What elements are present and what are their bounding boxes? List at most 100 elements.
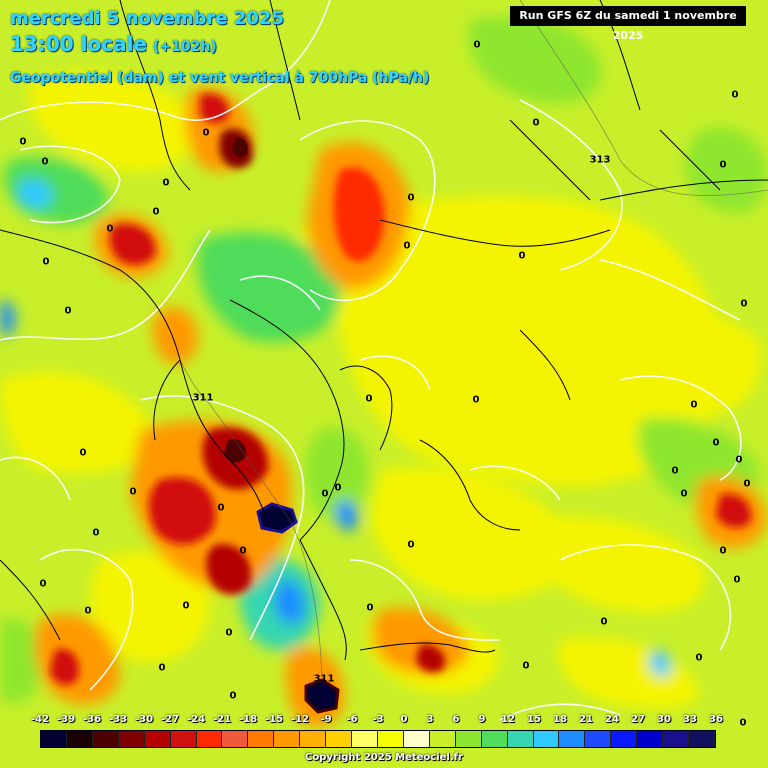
legend-swatch	[66, 731, 93, 747]
legend-swatch	[403, 731, 430, 747]
contour-label: 0	[407, 539, 415, 551]
legend-swatch	[92, 731, 119, 747]
contour-label: 0	[600, 616, 608, 628]
contour-label: 0	[365, 393, 373, 405]
contour-label: 0	[739, 717, 747, 729]
legend-tick-label: -36	[82, 714, 102, 725]
legend-tick-label: -27	[160, 714, 180, 725]
legend-tick-label: -21	[212, 714, 232, 725]
legend-color-bar	[40, 730, 716, 748]
legend-swatch	[559, 731, 586, 747]
contour-label: 0	[202, 127, 210, 139]
legend-tick-label: -24	[186, 714, 206, 725]
legend-tick-label: 30	[657, 714, 671, 725]
color-scale-legend: -42 -39 -36 -33 -30 -27 -24 -21 -18 -15 -12 -9 -6 -3 0…	[31, 714, 723, 750]
contour-label: 0	[473, 39, 481, 51]
contour-label: 0	[334, 482, 342, 494]
legend-tick-label: 9	[478, 714, 486, 725]
contour-label: 0	[522, 660, 530, 672]
legend-swatch	[170, 731, 197, 747]
legend-tick-label: -15	[264, 714, 284, 725]
legend-tick-label: 3	[426, 714, 434, 725]
contour-label: 0	[321, 488, 329, 500]
contour-label: 0	[182, 600, 190, 612]
contour-label: 311	[313, 673, 335, 685]
legend-swatch	[429, 731, 456, 747]
legend-swatch	[663, 731, 690, 747]
contour-label: 0	[162, 177, 170, 189]
contour-label: 0	[239, 545, 247, 557]
ascent-core-north	[232, 137, 248, 157]
legend-tick-label: -33	[108, 714, 128, 725]
contour-label: 0	[680, 488, 688, 500]
copyright-notice: Copyright 2025 Meteociel.fr	[305, 752, 463, 763]
legend-tick-label: -6	[346, 714, 358, 725]
extreme-ascent-core	[256, 502, 298, 534]
legend-swatch	[118, 731, 145, 747]
model-run-info: Run GFS 6Z du samedi 1 novembre 2025	[510, 6, 746, 42]
contour-label: 0	[92, 527, 100, 539]
vertical-velocity-field	[0, 16, 768, 727]
legend-tick-label: -18	[238, 714, 258, 725]
legend-swatch	[611, 731, 638, 747]
contour-label: 0	[152, 206, 160, 218]
legend-swatch	[377, 731, 404, 747]
forecast-date-title: mercredi 5 novembre 2025	[10, 8, 284, 29]
contour-label: 0	[671, 465, 679, 477]
forecast-local-time: 13:00 locale	[10, 32, 147, 56]
legend-swatch	[144, 731, 171, 747]
contour-label: 0	[366, 602, 374, 614]
contour-label: 0	[39, 578, 47, 590]
geopotential-isohypses	[179, 0, 768, 680]
legend-swatch	[352, 731, 378, 747]
contour-label: 0	[712, 437, 720, 449]
contour-label: 0	[472, 394, 480, 406]
contour-label: 0	[64, 305, 72, 317]
contour-label: 0	[79, 447, 87, 459]
legend-swatch	[196, 731, 223, 747]
legend-swatch	[637, 731, 664, 747]
legend-tick-label: 24	[605, 714, 619, 725]
contour-label: 0	[403, 240, 411, 252]
zero-contours	[0, 0, 742, 721]
contour-label: 0	[217, 502, 225, 514]
legend-swatch	[326, 731, 353, 747]
legend-swatch	[507, 731, 534, 747]
contour-label: 0	[719, 545, 727, 557]
contour-label: 0	[690, 399, 698, 411]
contour-label: 0	[695, 652, 703, 664]
legend-tick-label: 0	[400, 714, 408, 725]
contour-label: 0	[19, 136, 27, 148]
legend-tick-label: -39	[56, 714, 76, 725]
contour-label: 0	[407, 192, 415, 204]
legend-tick-label: 6	[452, 714, 460, 725]
contour-label: 0	[532, 117, 540, 129]
legend-swatch	[585, 731, 612, 747]
contour-label: 0	[518, 250, 526, 262]
legend-tick-label: -42	[30, 714, 50, 725]
legend-tick-label: -30	[134, 714, 154, 725]
legend-tick-label: 27	[631, 714, 645, 725]
forecast-time-title: 13:00 locale (+102h)	[10, 32, 217, 56]
legend-tick-label: 18	[553, 714, 567, 725]
legend-tick-labels: -42 -39 -36 -33 -30 -27 -24 -21 -18 -15 -12 -9 -6 -3 0…	[31, 714, 723, 730]
legend-tick-label: -9	[320, 714, 332, 725]
contour-label: 0	[158, 662, 166, 674]
ascent-core-adriatic	[224, 438, 247, 463]
contour-label: 0	[41, 156, 49, 168]
contour-label: 313	[589, 154, 611, 166]
contour-label: 0	[719, 159, 727, 171]
contour-label: 0	[84, 605, 92, 617]
coastlines-and-borders	[0, 0, 768, 661]
contour-label: 0	[733, 574, 741, 586]
contour-label: 0	[229, 690, 237, 702]
contour-label: 0	[743, 478, 751, 490]
legend-tick-label: -3	[372, 714, 384, 725]
legend-tick-label: 33	[683, 714, 697, 725]
legend-tick-label: -12	[290, 714, 310, 725]
legend-swatch	[481, 731, 508, 747]
legend-swatch	[222, 731, 249, 747]
legend-swatch	[300, 731, 327, 747]
legend-swatch	[689, 731, 715, 747]
